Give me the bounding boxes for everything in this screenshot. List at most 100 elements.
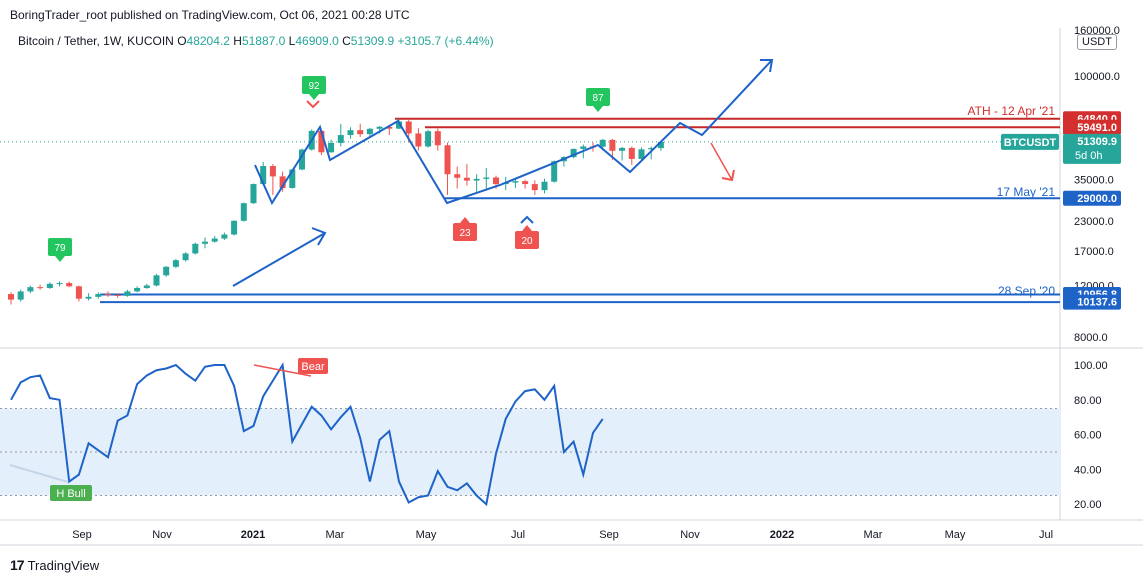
candle-body <box>434 131 441 146</box>
candle-body <box>609 139 616 151</box>
time-tick-label: Jul <box>511 529 525 541</box>
oscillator-marker-text: 23 <box>459 228 471 239</box>
oscillator-marker-text: 79 <box>54 243 66 254</box>
time-tick-label: May <box>416 529 437 541</box>
candle-body <box>240 203 247 221</box>
time-tick-label: May <box>945 529 966 541</box>
candle-body <box>8 294 14 300</box>
price-tick-label: 35000.0 <box>1074 175 1114 187</box>
bull-label-box <box>50 485 92 501</box>
candle-body <box>114 294 121 296</box>
candle-body <box>318 130 325 153</box>
close-value: 51309.9 <box>350 34 395 48</box>
candle-body <box>95 294 102 297</box>
time-tick-label: Jul <box>1039 529 1053 541</box>
bear-label: Bear <box>301 361 325 373</box>
candle-body <box>541 181 548 191</box>
oscillator-marker-text: 20 <box>521 236 533 247</box>
candle-body <box>85 296 92 299</box>
candle-body <box>17 291 24 300</box>
candle-body <box>289 169 296 188</box>
bull-label: H Bull <box>56 488 85 500</box>
symbol-title: Bitcoin / Tether, 1W, KUCOIN <box>18 34 174 48</box>
candle-body <box>182 253 189 261</box>
oscillator-marker-text: 87 <box>592 93 604 104</box>
open-label: O <box>177 34 187 48</box>
candle-body <box>657 141 664 149</box>
bear-divergence-line <box>253 364 312 377</box>
rsi-tick-label: 80.00 <box>1074 395 1102 407</box>
price-label-box <box>1063 119 1121 135</box>
oscillator-marker-box <box>453 223 477 241</box>
price-label-box <box>1063 133 1121 164</box>
may-annotation: 17 May '21 <box>997 185 1056 199</box>
candle-body <box>143 285 150 288</box>
top-chevron-icon <box>306 100 320 109</box>
low-label: L <box>288 34 296 48</box>
low-value: 46909.0 <box>295 34 339 48</box>
footer: 17 TradingView <box>10 557 99 573</box>
candle-body <box>551 161 558 182</box>
candle-body <box>366 128 373 135</box>
candle-body <box>347 130 354 136</box>
target-arrow-head <box>760 59 774 73</box>
candle-body <box>172 260 179 267</box>
bear-label-box <box>298 358 328 374</box>
price-tick-label: 17000.0 <box>1074 246 1114 258</box>
trend-arrow-head <box>311 227 327 246</box>
tradingview-logo-icon: 17 <box>10 557 25 573</box>
rsi-tick-label: 100.00 <box>1074 360 1108 372</box>
bull-divergence-line <box>9 464 69 483</box>
oscillator-marker-box <box>586 88 610 106</box>
candle-body <box>124 291 131 296</box>
candle-body <box>202 241 208 244</box>
oscillator-marker-box <box>302 76 326 94</box>
price-label-box <box>1063 294 1121 310</box>
time-tick-label: Mar <box>864 529 883 541</box>
oscillator-marker-box <box>48 238 72 256</box>
ath-annotation: ATH - 12 Apr '21 <box>968 104 1056 118</box>
price-label-countdown: 5d 0h <box>1075 150 1103 162</box>
rsi-tick-label: 60.00 <box>1074 430 1102 442</box>
candle-body <box>299 149 305 170</box>
rsi-line <box>10 362 604 507</box>
pullback-arrow-line <box>710 142 733 181</box>
candle-body <box>269 166 276 177</box>
candle-body <box>37 287 44 289</box>
candle-body <box>231 220 238 235</box>
price-label-text: 29000.0 <box>1077 193 1117 205</box>
marker-pointer <box>593 106 603 112</box>
candle-body <box>192 243 199 254</box>
candle-body <box>599 139 606 147</box>
close-label: C <box>342 34 351 48</box>
price-tick-label: 100000.0 <box>1074 71 1120 83</box>
time-tick-label: Sep <box>72 529 92 541</box>
high-value: 51887.0 <box>241 34 286 48</box>
candle-body <box>56 283 63 285</box>
candle-body <box>27 287 34 292</box>
price-label-box <box>1063 190 1121 206</box>
candle-body <box>105 294 111 296</box>
time-tick-label: Sep <box>599 529 619 541</box>
candle-body <box>444 145 451 175</box>
candle-body <box>483 177 490 179</box>
candle-body <box>337 135 344 143</box>
candle-body <box>522 181 529 185</box>
price-tick-label: 23000.0 <box>1074 216 1114 228</box>
price-label-text: 59491.0 <box>1077 122 1117 134</box>
marker-pointer <box>55 256 65 262</box>
sep-annotation: 28 Sep '20 <box>998 284 1055 298</box>
currency-button[interactable]: USDT <box>1077 34 1117 50</box>
rsi-tick-label: 40.00 <box>1074 464 1102 476</box>
marker-pointer <box>522 225 532 231</box>
candle-body <box>46 283 53 288</box>
price-label-text: 10137.6 <box>1077 297 1117 309</box>
candle-body <box>163 266 170 276</box>
symbol-tag-box <box>1001 133 1059 150</box>
change-value: +3105.7 (+6.44%) <box>397 34 494 48</box>
time-tick-label: 2021 <box>241 529 265 541</box>
candle-body <box>463 177 470 181</box>
candle-body <box>619 147 626 151</box>
open-value: 48204.2 <box>186 34 230 48</box>
